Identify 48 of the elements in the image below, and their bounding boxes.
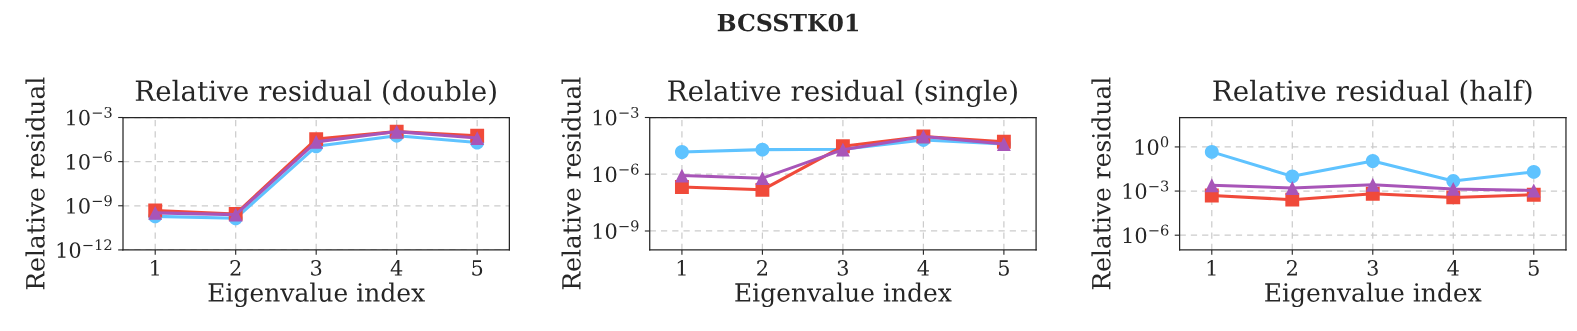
y-tick-label: 10$^{0}$ xyxy=(1135,136,1169,155)
x-tick-label: 1 xyxy=(151,260,159,276)
y-tick-label: 10$^{−6}$ xyxy=(1123,224,1169,244)
x-tick-label: 3 xyxy=(837,260,848,276)
point xyxy=(1446,181,1461,196)
point xyxy=(1526,164,1541,179)
x-axis-title: Eigenvalue index xyxy=(1265,282,1482,308)
x-tick-label: 2 xyxy=(757,260,767,276)
point xyxy=(1285,181,1300,195)
y-tick-label: 10$^{−3}$ xyxy=(67,106,112,126)
x-tick-label: 4 xyxy=(1447,260,1459,276)
y-axis-title: Relative residual xyxy=(25,77,45,290)
point xyxy=(674,168,689,183)
point xyxy=(1365,154,1380,168)
y-tick-label: 10$^{−6}$ xyxy=(67,151,112,170)
y-tick-label: 10$^{−3}$ xyxy=(1123,180,1169,200)
y-tick-label: 10$^{−9}$ xyxy=(593,220,639,240)
point xyxy=(755,171,770,186)
x-tick-label: 3 xyxy=(311,260,322,276)
y-tick-label: 10$^{−9}$ xyxy=(67,195,112,214)
x-tick-label: 2 xyxy=(230,260,241,276)
y-tick-label: 10$^{−12}$ xyxy=(57,239,112,258)
x-tick-label: 4 xyxy=(390,260,403,276)
chart-title: Relative residual (half) xyxy=(1213,79,1532,106)
text: BCSSTK01 xyxy=(717,13,858,32)
y-tick-label: 10$^{−3}$ xyxy=(593,106,639,126)
point xyxy=(1526,183,1541,198)
x-tick-label: 3 xyxy=(1367,260,1378,276)
x-tick-label: 2 xyxy=(1287,260,1297,276)
point xyxy=(674,145,689,159)
x-tick-label: 5 xyxy=(472,260,483,276)
x-tick-label: 1 xyxy=(1207,260,1216,276)
y-axis-title: Relative residual xyxy=(561,77,581,290)
x-tick-label: 4 xyxy=(917,260,929,276)
y-axis-title: Relative residual xyxy=(1091,77,1111,290)
point xyxy=(1365,177,1380,192)
x-axis-title: Eigenvalue index xyxy=(735,282,952,308)
point xyxy=(755,142,770,157)
point xyxy=(1204,178,1219,193)
chart-title: Relative residual (double) xyxy=(135,79,496,106)
x-tick-label: 1 xyxy=(677,260,686,276)
x-tick-label: 5 xyxy=(1528,260,1539,276)
y-tick-label: 10$^{−6}$ xyxy=(593,163,639,183)
chart-title: Relative residual (single) xyxy=(668,79,1017,108)
point xyxy=(1204,144,1219,159)
point xyxy=(1285,169,1300,184)
x-axis-title: Eigenvalue index xyxy=(208,282,425,308)
x-tick-label: 5 xyxy=(999,260,1009,276)
